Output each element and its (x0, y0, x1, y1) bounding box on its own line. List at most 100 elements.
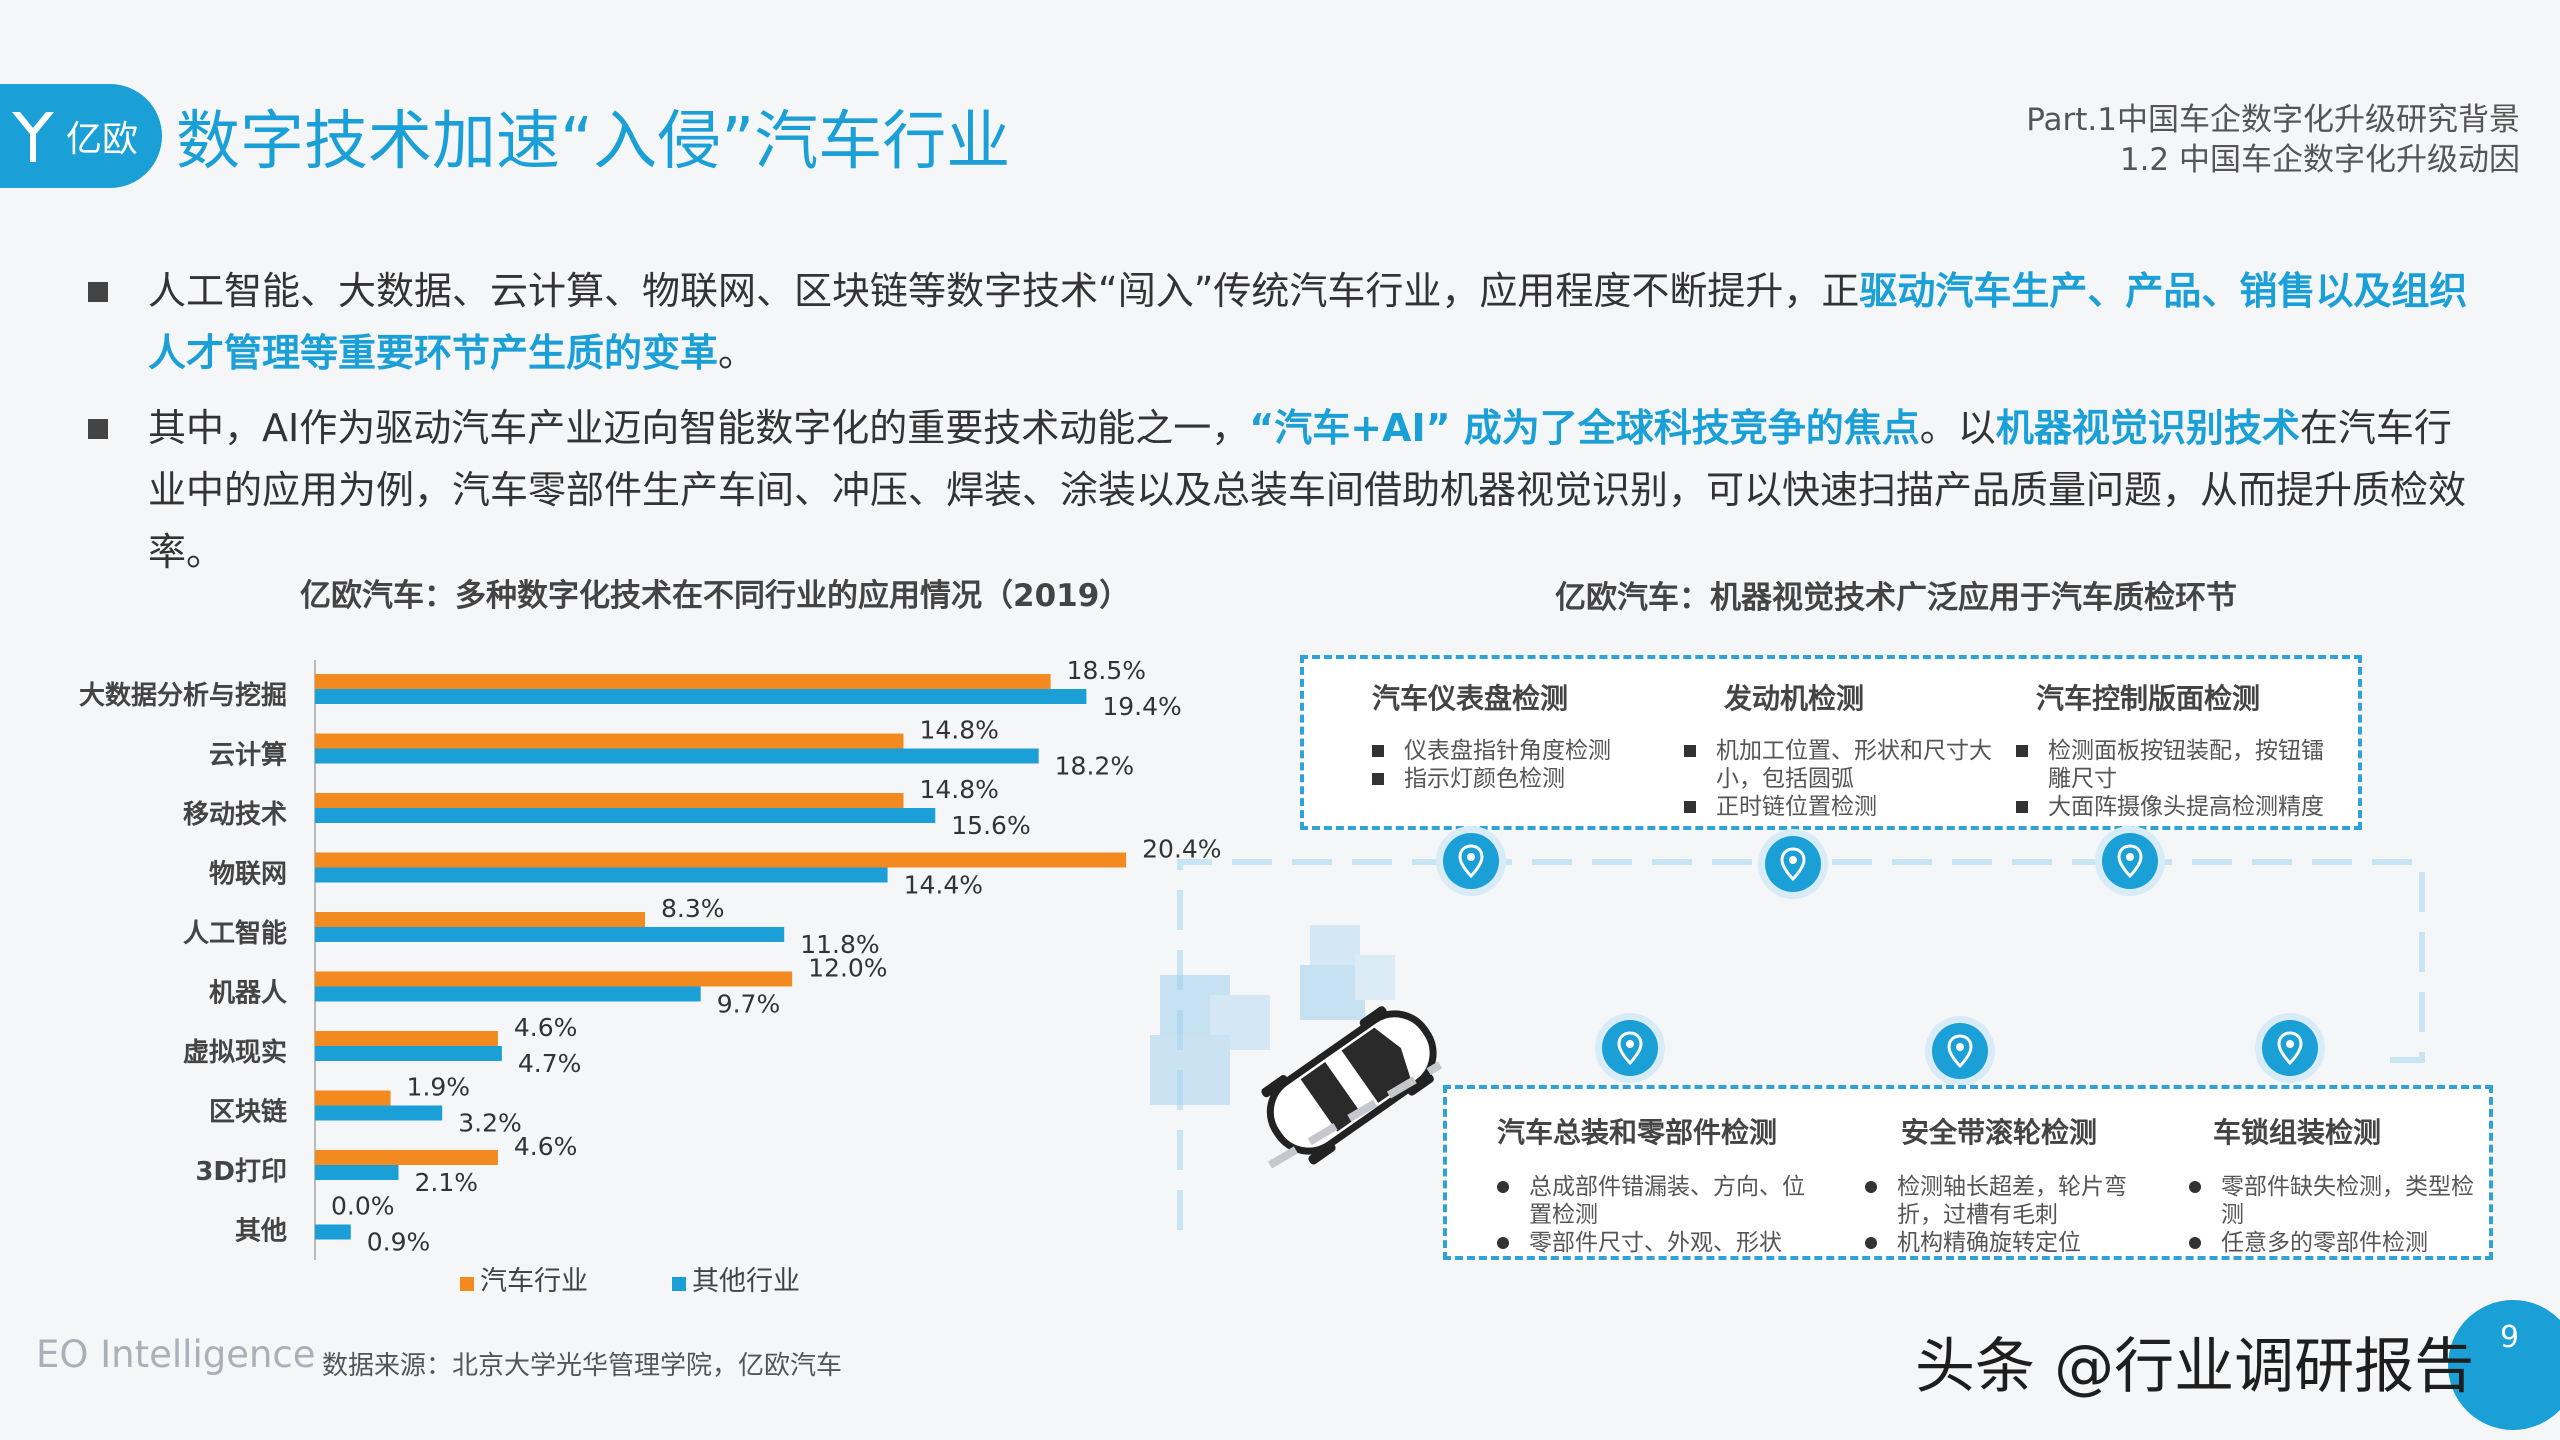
detection-control-panel: 汽车控制版面检测 检测面板按钮装配，按钮镭雕尺寸 大面阵摄像头提高检测精度 (2016, 677, 2346, 821)
data-label: 18.5% (1067, 656, 1146, 685)
category-label: 虚拟现实 (183, 1037, 287, 1068)
detection-seatbelt: 安全带滚轮检测 检测轴长超差，轮片弯折，过槽有毛刺 机构精确旋转定位 (1865, 1111, 2155, 1257)
page-title: 数字技术加速“入侵”汽车行业 (176, 105, 1011, 179)
data-label: 4.6% (514, 1013, 578, 1042)
bar-other (315, 1224, 351, 1240)
category-label: 区块链 (209, 1097, 287, 1128)
detection-control-panel-title: 汽车控制版面检测 (2036, 682, 2261, 715)
brand-name: EO Intelligence (36, 1333, 316, 1376)
category-label: 3D打印 (195, 1157, 287, 1187)
bar-other (315, 689, 1087, 704)
diagram-title: 亿欧汽车：机器视觉技术广泛应用于汽车质检环节 (1555, 580, 2237, 616)
list-item: 检测轴长超差，轮片弯折，过槽有毛刺 (1865, 1173, 2155, 1229)
bottom-detection-box: 汽车总装和零部件检测 总成部件错漏装、方向、位置检测 零部件尺寸、外观、形状 安… (1443, 1085, 2493, 1260)
bar-auto (315, 852, 1127, 868)
category-label: 人工智能 (183, 918, 287, 949)
data-label: 20.4% (1142, 835, 1221, 864)
data-label: 1.9% (407, 1073, 471, 1102)
list-item: 正时链位置检测 (1684, 793, 2004, 821)
legend-label: 汽车行业 (480, 1266, 588, 1297)
category-label: 物联网 (209, 860, 287, 890)
car-icon (1261, 1006, 1443, 1169)
bullet-1-seg-3: 。 (718, 331, 757, 375)
list-item: 大面阵摄像头提高检测精度 (2016, 793, 2346, 821)
bar-auto (315, 1150, 498, 1165)
list-item: 指示灯颜色检测 (1372, 765, 1692, 793)
data-label: 3.2% (458, 1109, 522, 1138)
bar-auto (315, 1090, 391, 1106)
bar-auto (315, 912, 646, 927)
data-label: 18.2% (1055, 752, 1134, 781)
location-pin-icon (2102, 833, 2158, 889)
detection-engine-title: 发动机检测 (1724, 682, 1865, 715)
detection-seatbelt-title: 安全带滚轮检测 (1901, 1116, 2098, 1149)
bar-auto (315, 674, 1051, 689)
data-label: 14.4% (904, 871, 983, 900)
legend-swatch-other (672, 1277, 686, 1291)
part-title: Part.1中国车企数字化升级研究背景 (2026, 102, 2520, 138)
bullet-marker (88, 419, 108, 439)
bullet-2-seg-5: 在汽车行业中的应用为例，汽车零部件生产车间、冲压、焊装、涂装以及总装车间借助机器… (148, 406, 2467, 574)
logo: 亿欧 (0, 84, 162, 188)
legend-label: 其他行业 (692, 1266, 800, 1297)
data-label: 4.7% (518, 1049, 582, 1078)
data-label: 11.8% (800, 930, 879, 959)
detection-engine: 发动机检测 机加工位置、形状和尺寸大小，包括圆弧 正时链位置检测 (1684, 677, 2004, 821)
data-label: 0.9% (367, 1228, 431, 1257)
bar-auto (315, 971, 793, 987)
bullet-1-seg-1: 人工智能、大数据、云计算、物联网、区块链等数字技术“闯入”传统汽车行业，应用程度… (148, 269, 1860, 313)
top-detection-box: 汽车仪表盘检测 仪表盘指针角度检测 指示灯颜色检测 发动机检测 机加工位置、形状… (1300, 655, 2362, 830)
location-pin-icon (1602, 1020, 1658, 1076)
bar-other (315, 1046, 502, 1061)
bullet-1: 人工智能、大数据、云计算、物联网、区块链等数字技术“闯入”传统汽车行业，应用程度… (88, 260, 2488, 384)
bar-other (315, 1105, 443, 1121)
bullet-1-text: 人工智能、大数据、云计算、物联网、区块链等数字技术“闯入”传统汽车行业，应用程度… (148, 260, 2488, 384)
detection-assembly-title: 汽车总装和零部件检测 (1497, 1116, 1778, 1149)
category-label: 云计算 (209, 740, 287, 771)
list-item: 仪表盘指针角度检测 (1372, 737, 1692, 765)
data-label: 8.3% (661, 894, 725, 923)
chart-title: 亿欧汽车：多种数字化技术在不同行业的应用情况（2019） (300, 578, 1131, 614)
data-label: 12.0% (808, 954, 887, 983)
list-item: 零部件缺失检测，类型检测 (2189, 1173, 2479, 1229)
data-label: 0.0% (331, 1192, 395, 1221)
bullet-2-text: 其中，AI作为驱动汽车产业迈向智能数字化的重要技术动能之一，“汽车+AI” 成为… (148, 397, 2488, 583)
section-title: 1.2 中国车企数字化升级动因 (2119, 142, 2520, 178)
bullet-2-highlight-1: “汽车+AI” 成为了全球科技竞争的焦点 (1249, 406, 1920, 450)
data-label: 14.8% (919, 775, 998, 804)
detection-assembly: 汽车总装和零部件检测 总成部件错漏装、方向、位置检测 零部件尺寸、外观、形状 (1497, 1111, 1827, 1257)
logo-text: 亿欧 (66, 119, 139, 160)
list-item: 零部件尺寸、外观、形状 (1497, 1229, 1827, 1257)
detection-lock-title: 车锁组装检测 (2213, 1116, 2382, 1149)
location-pin-icon (1765, 836, 1821, 892)
list-item: 任意多的零部件检测 (2189, 1229, 2479, 1257)
page-number: 9 (2500, 1320, 2520, 1355)
data-label: 14.8% (919, 716, 998, 745)
boxes-icon (1150, 925, 1395, 1105)
watermark: 头条 @行业调研报告 (1915, 1332, 2475, 1402)
bar-auto (315, 793, 904, 808)
bar-auto (315, 733, 904, 749)
bullet-2: 其中，AI作为驱动汽车产业迈向智能数字化的重要技术动能之一，“汽车+AI” 成为… (88, 397, 2488, 583)
bar-other (315, 927, 785, 942)
data-label: 9.7% (717, 990, 781, 1019)
bullet-2-highlight-2: 机器视觉识别技术 (1995, 406, 2300, 450)
category-label: 移动技术 (183, 800, 287, 830)
location-pin-icon (1932, 1023, 1988, 1079)
bar-other (315, 867, 888, 883)
bar-other (315, 1165, 399, 1180)
bar-auto (315, 1031, 498, 1046)
detection-dashboard: 汽车仪表盘检测 仪表盘指针角度检测 指示灯颜色检测 (1372, 677, 1692, 793)
data-label: 2.1% (415, 1168, 479, 1197)
location-pin-icon (2262, 1020, 2318, 1076)
list-item: 总成部件错漏装、方向、位置检测 (1497, 1173, 1827, 1229)
data-label: 15.6% (951, 811, 1030, 840)
location-pin-icon (1443, 833, 1499, 889)
category-label: 机器人 (209, 979, 287, 1009)
bullet-marker (88, 282, 108, 302)
bar-other (315, 808, 936, 823)
detection-lock: 车锁组装检测 零部件缺失检测，类型检测 任意多的零部件检测 (2189, 1111, 2479, 1257)
legend-swatch-auto (460, 1277, 474, 1291)
page-number-badge (2448, 1300, 2560, 1430)
bullet-1-highlight: 驱动汽车生产、产品、销售以及组织人才管理等重要环节产生质的变革 (148, 269, 2468, 375)
